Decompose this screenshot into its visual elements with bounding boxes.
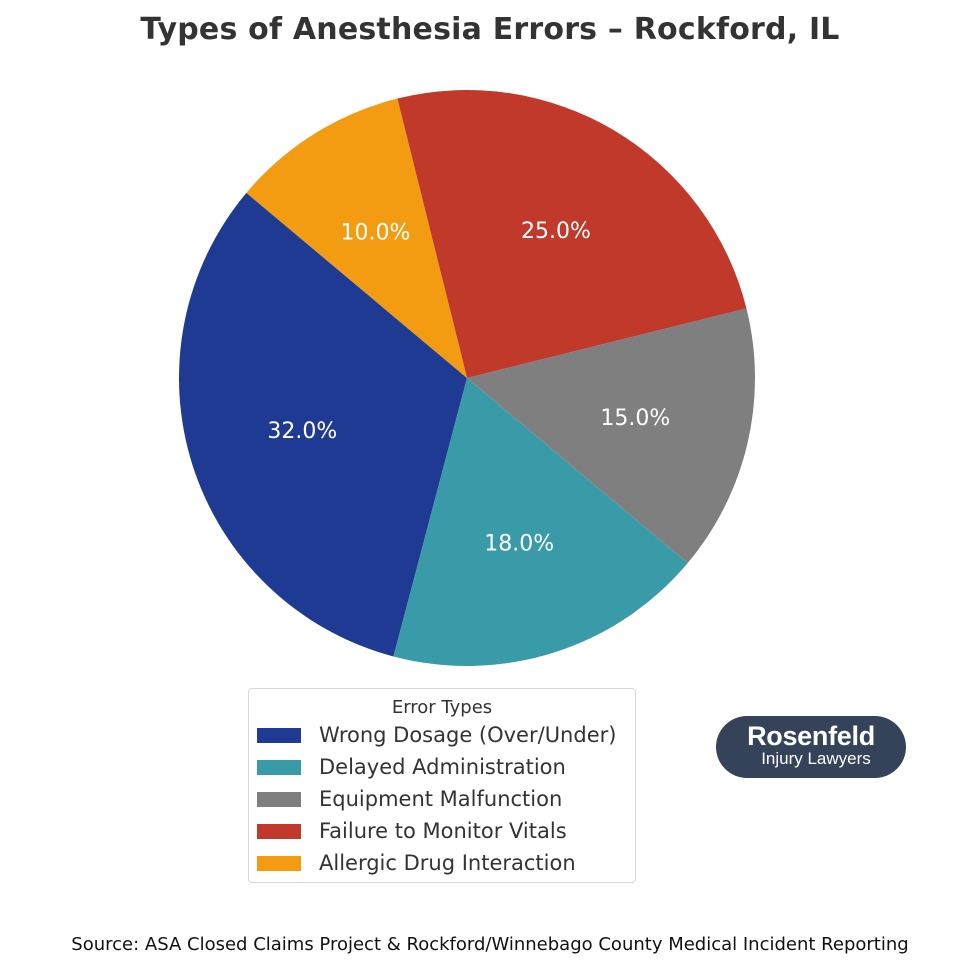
source-note: Source: ASA Closed Claims Project & Rock… <box>71 934 909 955</box>
legend-item: Equipment Malfunction <box>249 783 635 815</box>
slice-percentage-label: 32.0% <box>267 419 337 444</box>
legend-swatch <box>257 759 301 775</box>
legend-swatch <box>257 791 301 807</box>
legend-label: Allergic Drug Interaction <box>319 851 576 875</box>
legend-item: Delayed Administration <box>249 751 635 783</box>
pie-slice <box>178 192 467 657</box>
slice-percentage-label: 18.0% <box>484 532 554 557</box>
legend-label: Equipment Malfunction <box>319 787 563 811</box>
legend-swatch <box>257 823 301 839</box>
pie-slice <box>397 90 747 378</box>
pie-slice <box>393 378 688 666</box>
legend-item: Wrong Dosage (Over/Under) <box>249 719 635 751</box>
logo-name: Rosenfeld <box>747 721 875 751</box>
pie-slice <box>467 308 755 564</box>
legend-title: Error Types <box>391 697 493 718</box>
logo-subtitle: Injury Lawyers <box>761 749 871 768</box>
legend-item: Failure to Monitor Vitals <box>249 815 635 847</box>
legend-item: Allergic Drug Interaction <box>249 847 635 879</box>
legend: Error Types Wrong Dosage (Over/Under) De… <box>248 688 636 883</box>
slice-percentage-label: 25.0% <box>521 219 591 244</box>
slice-percentage-label: 10.0% <box>340 220 410 245</box>
chart-title: Types of Anesthesia Errors – Rockford, I… <box>140 12 840 47</box>
pie-slice <box>246 98 467 378</box>
legend-label: Wrong Dosage (Over/Under) <box>319 723 617 747</box>
legend-swatch <box>257 727 301 743</box>
rosenfeld-logo: Rosenfeld Injury Lawyers <box>716 716 906 778</box>
slice-percentage-label: 15.0% <box>600 406 670 431</box>
legend-label: Failure to Monitor Vitals <box>319 819 567 843</box>
legend-label: Delayed Administration <box>319 755 566 779</box>
legend-swatch <box>257 855 301 871</box>
